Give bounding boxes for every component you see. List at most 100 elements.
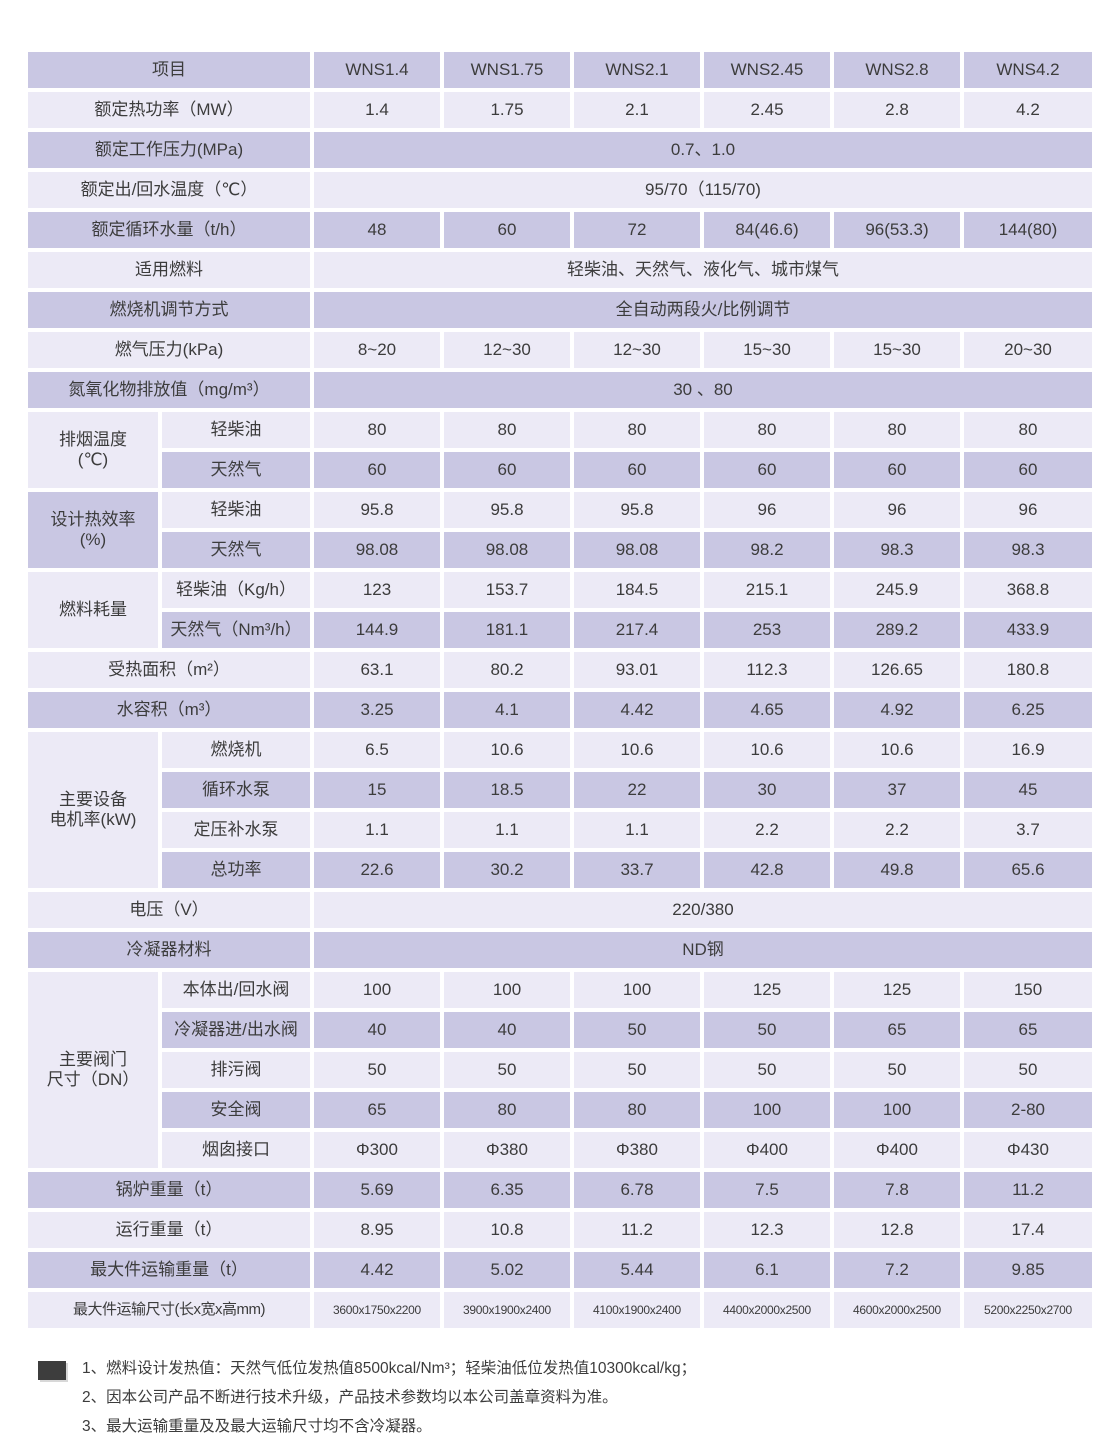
value-cell: 80	[964, 412, 1092, 448]
value-cell: Φ400	[834, 1132, 960, 1168]
value-cell: 93.01	[574, 652, 700, 688]
value-cell: 10.8	[444, 1212, 570, 1248]
value-cell: 98.3	[834, 532, 960, 568]
row-heating-area: 受热面积（m²） 63.1 80.2 93.01 112.3 126.65 18…	[28, 652, 1092, 688]
value-cell: 7.8	[834, 1172, 960, 1208]
value-cell: 84(46.6)	[704, 212, 830, 248]
value-cell: 289.2	[834, 612, 960, 648]
row-max-transport-size: 最大件运输尺寸(长x宽x高mm) 3600x1750x2200 3900x190…	[28, 1292, 1092, 1328]
value-cell: Φ430	[964, 1132, 1092, 1168]
value-cell: 16.9	[964, 732, 1092, 768]
model-header: WNS1.4	[314, 52, 440, 88]
value-cell: 153.7	[444, 572, 570, 608]
row-circulating-water: 额定循环水量（t/h） 48 60 72 84(46.6) 96(53.3) 1…	[28, 212, 1092, 248]
value-cell: 50	[964, 1052, 1092, 1088]
value-cell: 80	[444, 1092, 570, 1128]
value-cell: 60	[834, 452, 960, 488]
row-condenser-material: 冷凝器材料 ND钢	[28, 932, 1092, 968]
group-label: 主要阀门 尺寸（DN）	[28, 972, 158, 1168]
value-cell: 3.7	[964, 812, 1092, 848]
row-label: 水容积（m³）	[28, 692, 310, 728]
row-efficiency-diesel: 设计热效率 (%) 轻柴油 95.8 95.8 95.8 96 96 96	[28, 492, 1092, 568]
value-cell: 60	[444, 212, 570, 248]
value-cell: 1.1	[574, 812, 700, 848]
row-working-pressure: 额定工作压力(MPa) 0.7、1.0	[28, 132, 1092, 168]
value-cell: 49.8	[834, 852, 960, 888]
value-cell: 60	[444, 452, 570, 488]
row-label: 最大件运输重量（t）	[28, 1252, 310, 1288]
value-cell: 11.2	[964, 1172, 1092, 1208]
value-cell: 30	[704, 772, 830, 808]
value-cell: Φ300	[314, 1132, 440, 1168]
row-gas-pressure: 燃气压力(kPa) 8~20 12~30 12~30 15~30 15~30 2…	[28, 332, 1092, 368]
value-cell: 60	[964, 452, 1092, 488]
sub-label: 烟囱接口	[162, 1132, 310, 1168]
value-cell: 12.8	[834, 1212, 960, 1248]
row-operating-weight: 运行重量（t） 8.95 10.8 11.2 12.3 12.8 17.4	[28, 1212, 1092, 1248]
model-header: WNS4.2	[964, 52, 1092, 88]
sub-label: 天然气（Nm³/h）	[162, 612, 310, 648]
value-cell: 181.1	[444, 612, 570, 648]
sub-label: 排污阀	[162, 1052, 310, 1088]
value-cell: 80.2	[444, 652, 570, 688]
value-cell: 4400x2000x2500	[704, 1292, 830, 1328]
row-max-transport-weight: 最大件运输重量（t） 4.42 5.02 5.44 6.1 7.2 9.85	[28, 1252, 1092, 1288]
row-label: 最大件运输尺寸(长x宽x高mm)	[28, 1292, 310, 1328]
value-cell: 30.2	[444, 852, 570, 888]
span-value-cell: 30 、80	[314, 372, 1092, 408]
row-label: 燃气压力(kPa)	[28, 332, 310, 368]
row-valve-condenser: 冷凝器进/出水阀 40 40 50 50 65 65	[28, 1012, 1092, 1048]
value-cell: 2.45	[704, 92, 830, 128]
value-cell: 40	[444, 1012, 570, 1048]
row-efficiency-gas: 天然气 98.08 98.08 98.08 98.2 98.3 98.3	[28, 532, 1092, 568]
value-cell: 50	[574, 1052, 700, 1088]
sub-label: 冷凝器进/出水阀	[162, 1012, 310, 1048]
span-value-cell: ND钢	[314, 932, 1092, 968]
value-cell: 50	[834, 1052, 960, 1088]
value-cell: 100	[834, 1092, 960, 1128]
value-cell: 2.8	[834, 92, 960, 128]
value-cell: 1.1	[314, 812, 440, 848]
value-cell: 98.2	[704, 532, 830, 568]
sub-label: 轻柴油（Kg/h）	[162, 572, 310, 608]
row-voltage: 电压（V） 220/380	[28, 892, 1092, 928]
group-label: 设计热效率 (%)	[28, 492, 158, 568]
sub-label: 定压补水泵	[162, 812, 310, 848]
row-rated-power: 额定热功率（MW） 1.4 1.75 2.1 2.45 2.8 4.2	[28, 92, 1092, 128]
value-cell: 10.6	[444, 732, 570, 768]
value-cell: 6.5	[314, 732, 440, 768]
notes-section: 1、燃料设计发热值：天然气低位发热值8500kcal/Nm³；轻柴油低位发热值1…	[38, 1354, 1096, 1441]
row-water-volume: 水容积（m³） 3.25 4.1 4.42 4.65 4.92 6.25	[28, 692, 1092, 728]
value-cell: 4.42	[574, 692, 700, 728]
value-cell: 100	[314, 972, 440, 1008]
value-cell: 1.1	[444, 812, 570, 848]
sub-label: 本体出/回水阀	[162, 972, 310, 1008]
row-header: 项目 WNS1.4 WNS1.75 WNS2.1 WNS2.45 WNS2.8 …	[28, 52, 1092, 88]
model-header: WNS2.8	[834, 52, 960, 88]
value-cell: 60	[704, 452, 830, 488]
row-motor-total-power: 总功率 22.6 30.2 33.7 42.8 49.8 65.6	[28, 852, 1092, 888]
sub-label: 轻柴油	[162, 412, 310, 448]
value-cell: 98.08	[444, 532, 570, 568]
value-cell: 5.44	[574, 1252, 700, 1288]
value-cell: 144.9	[314, 612, 440, 648]
value-cell: 65	[834, 1012, 960, 1048]
row-water-temp: 额定出/回水温度（℃） 95/70（115/70)	[28, 172, 1092, 208]
value-cell: 6.78	[574, 1172, 700, 1208]
value-cell: 3600x1750x2200	[314, 1292, 440, 1328]
value-cell: 100	[704, 1092, 830, 1128]
value-cell: 11.2	[574, 1212, 700, 1248]
value-cell: 98.3	[964, 532, 1092, 568]
value-cell: 7.5	[704, 1172, 830, 1208]
model-header: WNS2.45	[704, 52, 830, 88]
value-cell: 95.8	[314, 492, 440, 528]
value-cell: 10.6	[704, 732, 830, 768]
sub-label: 总功率	[162, 852, 310, 888]
row-burner-mode: 燃烧机调节方式 全自动两段火/比例调节	[28, 292, 1092, 328]
value-cell: 3900x1900x2400	[444, 1292, 570, 1328]
value-cell: 96	[964, 492, 1092, 528]
value-cell: 80	[574, 412, 700, 448]
value-cell: 80	[314, 412, 440, 448]
value-cell: 1.75	[444, 92, 570, 128]
row-label: 运行重量（t）	[28, 1212, 310, 1248]
